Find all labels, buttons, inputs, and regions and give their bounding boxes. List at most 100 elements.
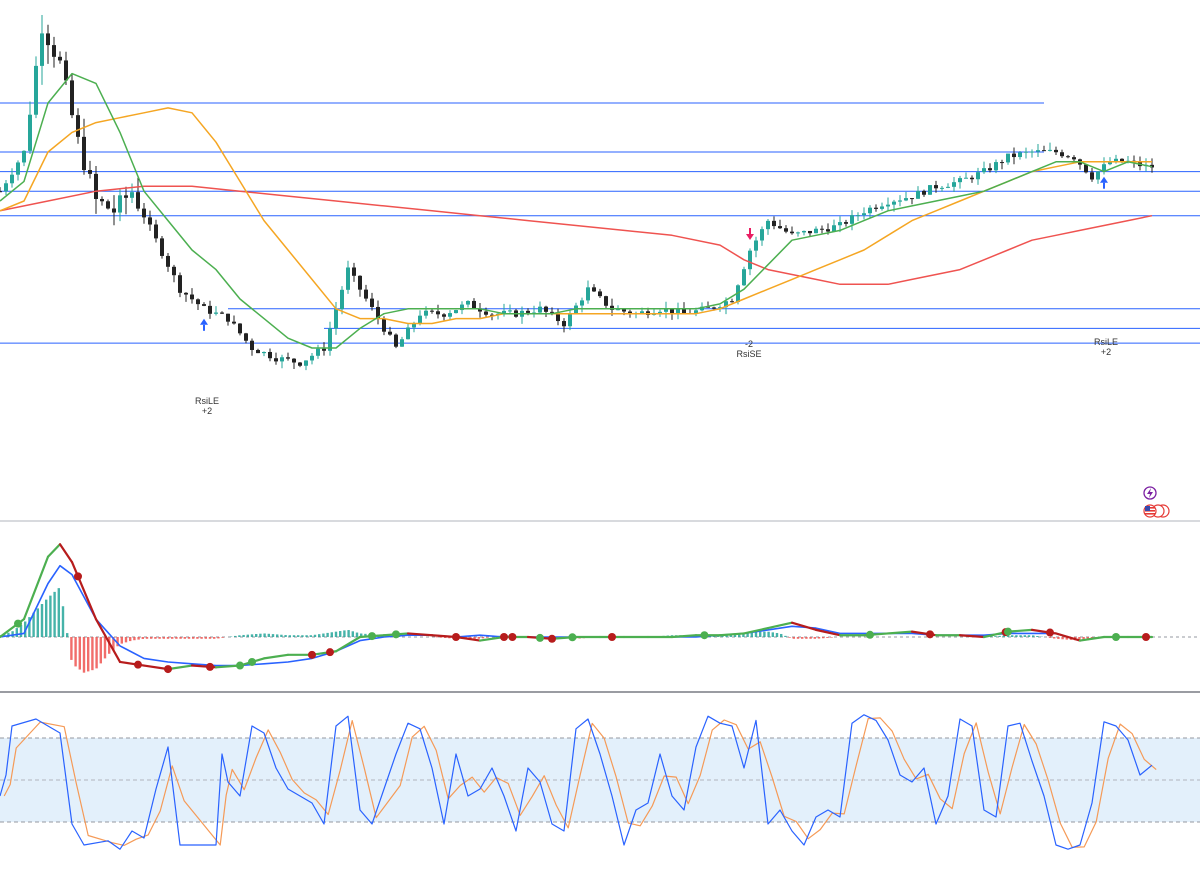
candle-body bbox=[658, 311, 662, 314]
macd-histogram-bar bbox=[796, 637, 800, 639]
macd-histogram-bar bbox=[187, 637, 191, 639]
macd-signal-segment bbox=[718, 632, 746, 637]
candle-body bbox=[250, 340, 254, 350]
candle-body bbox=[136, 192, 140, 209]
signal-qty: +2 bbox=[202, 406, 212, 416]
candle-body bbox=[268, 351, 272, 359]
ma-fast-line bbox=[0, 72, 1153, 349]
macd-histogram-bar bbox=[826, 637, 829, 638]
candle-body bbox=[970, 177, 974, 180]
candle-body bbox=[328, 328, 332, 351]
macd-histogram-bar bbox=[53, 591, 56, 637]
macd-signal-segment bbox=[790, 621, 818, 631]
candle-body bbox=[742, 269, 746, 286]
macd-histogram-bar bbox=[729, 634, 732, 637]
macd-signal-segment bbox=[766, 621, 794, 630]
sell-arrow-icon bbox=[746, 234, 754, 240]
candle-body bbox=[1018, 152, 1022, 158]
macd-histogram-bar bbox=[1053, 637, 1056, 639]
candle-body bbox=[1000, 162, 1004, 164]
macd-histogram-bar bbox=[259, 633, 262, 637]
macd-signal-segment bbox=[814, 628, 842, 637]
macd-histogram-bar bbox=[759, 631, 762, 637]
candle-body bbox=[1006, 153, 1010, 163]
macd-histogram-bar bbox=[70, 637, 73, 660]
candle-body bbox=[802, 230, 806, 233]
candle-body bbox=[448, 313, 452, 317]
lightning-icon[interactable] bbox=[1143, 486, 1157, 500]
macd-histogram-bar bbox=[271, 634, 275, 637]
candle-body bbox=[322, 348, 326, 351]
candle-body bbox=[724, 301, 728, 308]
macd-histogram-bar bbox=[124, 637, 128, 643]
candle-body bbox=[622, 309, 626, 312]
macd-histogram-bar bbox=[1011, 635, 1014, 637]
candle-body bbox=[364, 289, 368, 299]
signal-label: RsiSE bbox=[736, 349, 761, 359]
macd-histogram-bar bbox=[95, 637, 98, 669]
candle-body bbox=[478, 308, 482, 312]
macd-histogram-bar bbox=[242, 634, 245, 637]
candle-body bbox=[10, 174, 14, 184]
candle-body bbox=[346, 267, 350, 290]
candle-body bbox=[334, 309, 338, 329]
candle-body bbox=[394, 334, 398, 347]
macd-histogram-bar bbox=[66, 633, 69, 637]
macd-cross-dot bbox=[164, 665, 172, 674]
macd-histogram-bar bbox=[276, 634, 279, 637]
candle-body bbox=[70, 80, 74, 116]
macd-histogram-bar bbox=[444, 637, 447, 638]
macd-histogram-bar bbox=[1015, 635, 1018, 637]
candle-body bbox=[844, 222, 848, 224]
candle-body bbox=[376, 306, 380, 320]
candle-body bbox=[940, 187, 944, 189]
candle-body bbox=[874, 207, 878, 209]
macd-histogram-bar bbox=[334, 631, 338, 637]
macd-histogram-bar bbox=[767, 631, 770, 637]
macd-histogram-bar bbox=[763, 631, 766, 637]
candle-body bbox=[292, 358, 296, 363]
stochastic-lines bbox=[0, 714, 1157, 850]
candle-body bbox=[418, 315, 422, 324]
macd-cross-dot bbox=[14, 619, 22, 628]
macd-histogram-bar bbox=[213, 637, 216, 639]
candle-body bbox=[220, 312, 224, 314]
candle-body bbox=[604, 296, 608, 306]
macd-cross-dot bbox=[134, 660, 142, 669]
candle-body bbox=[370, 298, 374, 307]
candle-body bbox=[466, 300, 470, 305]
candle-body bbox=[538, 306, 542, 313]
buy-arrow-icon bbox=[200, 318, 208, 325]
macd-histogram-bar bbox=[360, 633, 363, 637]
macd-histogram-bar bbox=[284, 635, 287, 637]
macd-lines bbox=[0, 543, 1154, 671]
candle-body bbox=[580, 300, 584, 306]
macd-histogram-bar bbox=[292, 635, 296, 637]
macd-histogram-bar bbox=[200, 637, 203, 639]
us-flag-icon[interactable] bbox=[1143, 504, 1170, 518]
ma-mid-line bbox=[0, 107, 1152, 325]
macd-histogram-bar bbox=[99, 637, 102, 664]
macd-histogram-bar bbox=[129, 637, 132, 642]
candle-body bbox=[700, 306, 704, 311]
macd-histogram-bar bbox=[486, 637, 489, 638]
macd-histogram bbox=[0, 588, 1102, 673]
candle-body bbox=[400, 339, 404, 347]
candle-body bbox=[820, 228, 824, 230]
candle-body bbox=[196, 299, 200, 305]
candle-body bbox=[880, 206, 884, 209]
candle-body bbox=[16, 162, 20, 175]
macd-histogram-bar bbox=[280, 634, 283, 637]
candle-body bbox=[1048, 149, 1052, 151]
candle-body bbox=[454, 310, 458, 314]
candle-body bbox=[286, 357, 290, 359]
macd-histogram-bar bbox=[990, 636, 993, 637]
macd-histogram-bar bbox=[32, 612, 35, 637]
candle-body bbox=[1060, 152, 1064, 157]
macd-histogram-bar bbox=[145, 637, 149, 639]
macd-histogram-bar bbox=[255, 634, 258, 637]
candle-body bbox=[976, 172, 980, 180]
candle-body bbox=[484, 311, 488, 315]
candle-body bbox=[1090, 172, 1094, 180]
